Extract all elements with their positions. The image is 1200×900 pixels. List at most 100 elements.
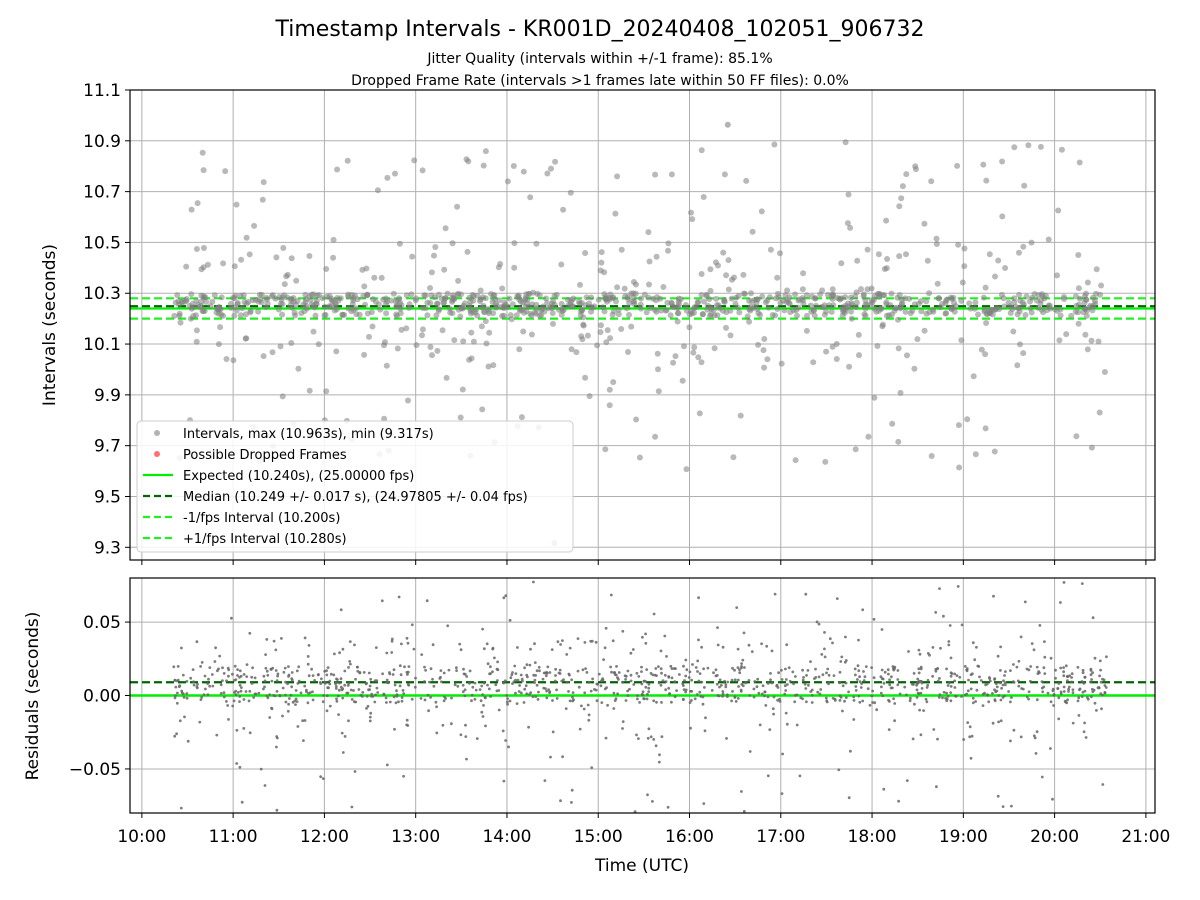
- residual-point: [1003, 683, 1007, 687]
- residual-point: [912, 672, 916, 675]
- residual-point: [678, 673, 681, 676]
- interval-point: [856, 352, 862, 359]
- residual-point: [624, 678, 627, 681]
- interval-point: [864, 246, 871, 253]
- interval-point: [370, 296, 377, 303]
- residual-point: [784, 678, 788, 681]
- interval-point: [1075, 320, 1082, 327]
- interval-point: [725, 286, 732, 293]
- residual-point: [724, 683, 728, 686]
- interval-point: [665, 247, 671, 254]
- residual-point: [395, 693, 399, 696]
- residual-point: [287, 665, 290, 668]
- residual-point: [1040, 686, 1044, 690]
- interval-point: [625, 349, 631, 355]
- residual-point: [839, 660, 843, 663]
- residual-point: [770, 649, 774, 653]
- residual-point: [886, 668, 890, 672]
- interval-point: [409, 253, 416, 260]
- interval-point: [427, 285, 433, 291]
- residual-point: [968, 735, 972, 739]
- legend-marker-intervals: [154, 430, 160, 436]
- interval-point: [292, 301, 299, 308]
- residual-point: [1001, 683, 1005, 687]
- interval-point: [746, 318, 753, 325]
- interval-point: [516, 346, 523, 353]
- residual-point: [772, 695, 776, 699]
- residual-point: [189, 676, 193, 680]
- residual-point: [282, 670, 286, 674]
- residual-point: [286, 682, 289, 686]
- interval-point: [1055, 207, 1062, 214]
- interval-point: [982, 284, 989, 291]
- residual-point: [721, 692, 725, 696]
- residual-point: [766, 695, 770, 699]
- residual-point: [357, 688, 361, 691]
- residual-point: [275, 745, 278, 749]
- bottom-y-tick-label: 0.05: [83, 613, 121, 633]
- residual-point: [655, 674, 658, 677]
- residual-point: [301, 719, 305, 723]
- interval-point: [883, 299, 890, 306]
- interval-point: [419, 326, 426, 333]
- interval-point: [689, 216, 696, 223]
- residual-point: [597, 672, 601, 676]
- interval-point: [1063, 331, 1070, 338]
- residual-point: [922, 709, 925, 712]
- residual-point: [532, 580, 535, 584]
- residual-point: [682, 664, 685, 668]
- residual-point: [202, 693, 206, 696]
- residual-point: [192, 683, 196, 687]
- residual-point: [636, 697, 639, 701]
- residual-point: [581, 668, 585, 672]
- interval-point: [652, 433, 659, 440]
- interval-point: [935, 295, 942, 301]
- residual-point: [783, 684, 787, 688]
- top-y-tick-label: 9.9: [94, 386, 121, 406]
- residual-point: [508, 699, 512, 703]
- interval-point: [821, 302, 828, 309]
- residual-point: [453, 683, 457, 687]
- residual-point: [481, 693, 484, 696]
- residual-point: [222, 695, 226, 699]
- interval-point: [764, 356, 771, 363]
- residual-point: [785, 643, 789, 647]
- residual-point: [232, 699, 236, 703]
- interval-point: [434, 347, 441, 354]
- residual-point: [600, 701, 604, 704]
- interval-point: [323, 266, 330, 272]
- residual-point: [821, 673, 825, 677]
- interval-point: [237, 292, 244, 299]
- residual-point: [612, 707, 616, 710]
- residual-point: [1051, 797, 1054, 801]
- interval-point: [582, 374, 589, 381]
- residual-point: [306, 701, 310, 705]
- residual-point: [761, 684, 765, 688]
- interval-point: [614, 284, 621, 291]
- residual-point: [333, 652, 336, 656]
- interval-point: [398, 326, 405, 333]
- residual-point: [673, 695, 677, 699]
- residual-point: [275, 808, 279, 812]
- residual-point: [757, 691, 761, 695]
- residual-point: [801, 697, 804, 701]
- interval-point: [183, 296, 190, 302]
- interval-point: [602, 446, 609, 453]
- residual-point: [506, 702, 509, 706]
- residual-point: [626, 669, 630, 673]
- interval-point: [812, 295, 819, 302]
- residual-point: [296, 725, 300, 728]
- interval-point: [369, 323, 376, 330]
- residual-point: [939, 646, 942, 650]
- interval-point: [803, 312, 810, 319]
- residual-point: [1033, 736, 1037, 740]
- interval-point: [883, 217, 890, 224]
- residual-point: [965, 692, 969, 696]
- residual-point: [750, 650, 754, 653]
- residual-point: [871, 701, 874, 704]
- interval-point: [480, 302, 487, 309]
- interval-point: [767, 246, 774, 253]
- interval-point: [754, 306, 761, 313]
- residual-point: [497, 689, 501, 692]
- residual-point: [570, 678, 573, 682]
